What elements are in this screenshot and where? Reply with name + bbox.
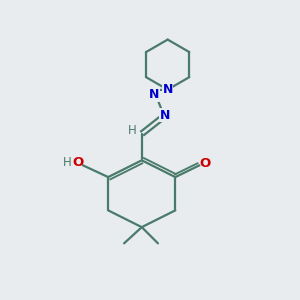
- Text: N: N: [149, 88, 160, 101]
- Text: O: O: [72, 157, 83, 169]
- Text: H: H: [63, 157, 72, 169]
- Text: O: O: [200, 157, 211, 170]
- Text: N: N: [160, 109, 170, 122]
- Text: H: H: [128, 124, 137, 137]
- Text: N: N: [163, 83, 173, 96]
